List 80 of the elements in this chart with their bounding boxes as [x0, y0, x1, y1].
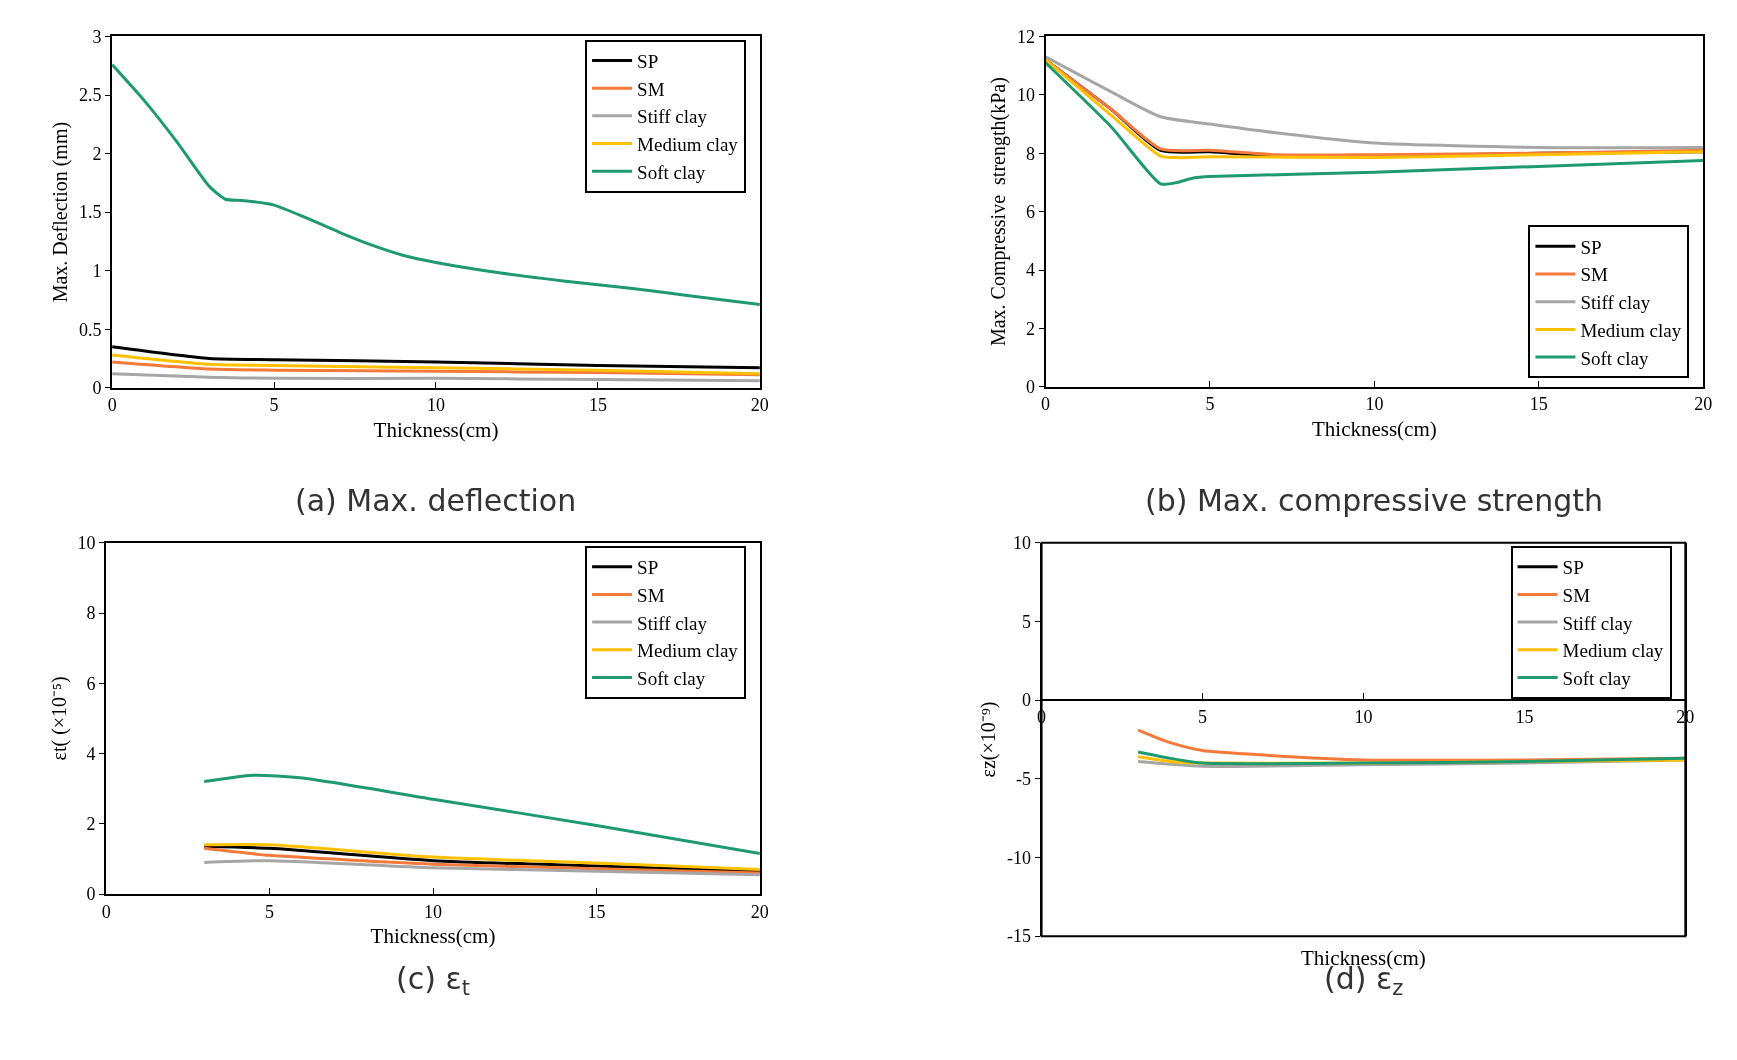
- y-tick-label: 12: [1016, 26, 1035, 47]
- y-tick-label: 3: [92, 26, 102, 47]
- y-tick-label: 2: [86, 814, 96, 835]
- x-tick-label: 0: [1041, 394, 1051, 415]
- legend-label: SP: [637, 557, 659, 579]
- x-tick-label: 10: [1354, 706, 1373, 727]
- y-tick-label: 0: [1025, 377, 1035, 398]
- legend-label: SM: [1562, 584, 1591, 606]
- legend-label: SP: [1562, 557, 1584, 579]
- y-tick-label: 10: [77, 533, 96, 554]
- legend-label: Stiff clay: [637, 612, 708, 634]
- legend-label: Medium clay: [637, 640, 739, 662]
- x-axis-title: Thickness(cm): [370, 924, 496, 949]
- line-series: [202, 773, 760, 856]
- y-axis-title: εz(×10⁻⁹): [976, 701, 1000, 778]
- x-axis-title: Thickness(cm): [1311, 417, 1437, 442]
- y-tick-label: 0: [92, 378, 102, 399]
- x-tick-label: 15: [1515, 706, 1534, 727]
- y-tick-label: 1.5: [79, 202, 102, 223]
- x-tick-label: 15: [1529, 394, 1548, 415]
- legend-label: Soft clay: [1562, 667, 1632, 689]
- legend-label: SM: [637, 584, 665, 606]
- y-tick-label: 5: [1021, 611, 1031, 632]
- x-tick-label: 10: [424, 901, 443, 922]
- x-tick-label: 15: [587, 901, 606, 922]
- y-tick-label: -10: [1006, 847, 1031, 868]
- legend-label: Soft clay: [637, 161, 706, 183]
- line-series: [112, 360, 760, 377]
- y-tick-label: 10: [1012, 533, 1031, 554]
- x-tick-label: 15: [588, 395, 607, 416]
- legend-label: SM: [1580, 264, 1608, 286]
- legend-label: Soft clay: [637, 667, 706, 689]
- x-tick-label: 5: [265, 901, 275, 922]
- legend-label: SM: [637, 78, 665, 100]
- y-axis-title: εt( (×10⁻⁵): [47, 676, 71, 761]
- legend-label: Soft clay: [1580, 347, 1649, 369]
- x-tick-label: 20: [750, 395, 769, 416]
- x-tick-label: 20: [750, 901, 769, 922]
- line-series: [1045, 61, 1704, 186]
- text: (b) Max. compressive strength: [1145, 483, 1604, 518]
- x-tick-label: 0: [107, 395, 117, 416]
- x-tick-label: 5: [269, 395, 279, 416]
- legend-label: Stiff clay: [1562, 612, 1633, 634]
- legend-label: Medium clay: [1580, 319, 1682, 341]
- y-tick-label: 6: [1025, 201, 1035, 222]
- text: (a) Max. deflection: [295, 483, 577, 518]
- y-axis-title: Max. Compressive strength(kPa): [986, 77, 1010, 347]
- y-tick-label: 0: [1021, 690, 1031, 711]
- y-tick-label: 4: [86, 743, 96, 764]
- x-axis-title: Thickness(cm): [373, 418, 499, 443]
- y-tick-label: 2: [1025, 318, 1035, 339]
- y-tick-label: 8: [1025, 143, 1035, 164]
- legend-label: Medium clay: [637, 133, 739, 155]
- legend-label: Medium clay: [1562, 640, 1664, 662]
- x-tick-label: 20: [1694, 394, 1713, 415]
- text: (c) ε$_{t}$: [396, 961, 470, 1001]
- y-axis-title: Max. Deflection (mm): [49, 121, 73, 303]
- x-tick-label: 10: [1365, 394, 1384, 415]
- y-tick-label: -5: [1015, 769, 1031, 790]
- legend-label: SP: [637, 50, 659, 72]
- y-tick-label: 2: [92, 143, 102, 164]
- legend-label: SP: [1580, 236, 1602, 258]
- legend-label: Stiff clay: [637, 106, 708, 128]
- legend-label: Stiff clay: [1580, 292, 1651, 314]
- y-tick-label: 2.5: [79, 85, 102, 106]
- y-tick-label: 10: [1016, 85, 1035, 106]
- y-tick-label: 6: [86, 673, 96, 694]
- line-series: [202, 859, 760, 877]
- line-series: [112, 353, 760, 376]
- x-tick-label: 5: [1205, 394, 1215, 415]
- y-tick-label: 1: [92, 260, 102, 281]
- y-tick-label: 0.5: [79, 319, 102, 340]
- x-tick-label: 5: [1198, 706, 1208, 727]
- line-series: [112, 372, 760, 383]
- y-tick-label: 8: [86, 603, 96, 624]
- y-tick-label: 4: [1025, 260, 1035, 281]
- x-tick-label: 10: [427, 395, 445, 416]
- y-tick-label: 0: [86, 884, 96, 905]
- y-tick-label: -15: [1006, 926, 1031, 947]
- line-series: [1136, 750, 1686, 766]
